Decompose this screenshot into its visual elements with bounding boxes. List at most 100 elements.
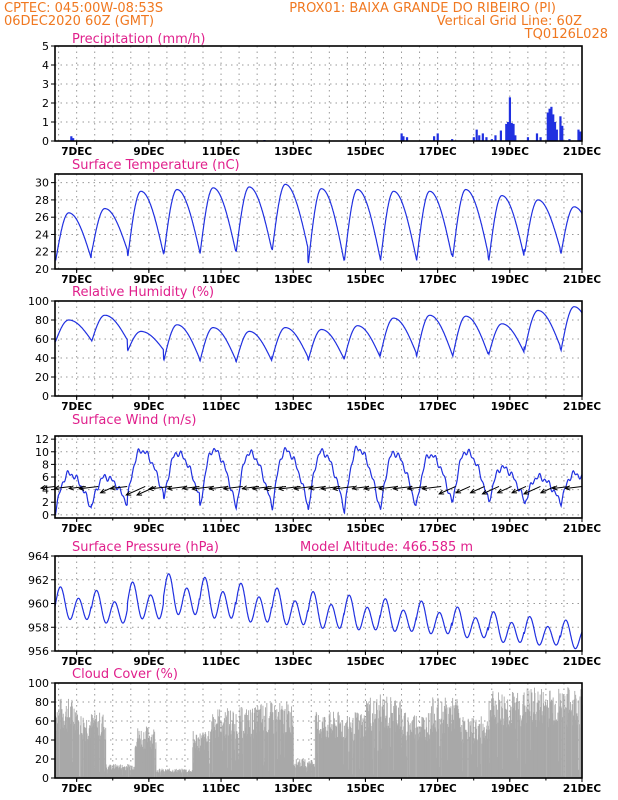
wind-arrow [309,485,326,489]
precip-bar [548,108,551,141]
y-tick-label: 960 [28,598,49,611]
x-tick-label: 11DEC [202,146,241,158]
cloud-bar [141,746,143,778]
y-tick-label: 100 [28,677,49,690]
panel-frame [54,300,583,397]
cloud-bar [234,724,236,778]
panel-title: Cloud Cover (%) [72,667,178,682]
x-tick-label: 11DEC [202,401,241,413]
cloud-bar [127,764,129,778]
x-tick-label: 9DEC [133,783,164,795]
precip-bar [512,123,515,141]
precip-bar [555,129,558,141]
cloud-bar [467,718,469,778]
precip-bar [577,129,580,141]
y-tick-label: 0 [42,509,49,522]
header-line1-right: PROX01: BAIXA GRANDE DO RIBEIRO (PI) [289,1,556,16]
cloud-bar [208,731,210,778]
y-tick-label: 3 [42,78,49,91]
x-tick-label: 13DEC [274,523,313,535]
wind-arrow-head [539,488,546,494]
cloud-bar [524,705,526,778]
wind-arrow [378,485,398,490]
y-tick-label: 100 [28,295,49,308]
wind-arrow [136,486,157,496]
cloud-bar [153,729,155,778]
cloud-bar [342,720,344,778]
cloud-bar [511,722,513,778]
cloud-bar [237,738,239,778]
wind-arrow-head [455,488,462,494]
wind-arrow-head [251,485,258,491]
wind-arrow [511,486,527,494]
x-tick-label: 19DEC [491,401,530,413]
cloud-bar [71,706,73,778]
cloud-bar [376,709,378,778]
x-tick-label: 13DEC [274,656,313,668]
panel-title: Precipitation (mm/h) [72,32,205,47]
cloud-bar [221,722,223,778]
wind-arrow [294,485,314,490]
y-tick-label: 962 [28,574,49,587]
cloud-bar [211,721,213,778]
x-tick-label: 19DEC [491,146,530,158]
wind-arrow-head [109,485,116,491]
panel-frame [54,435,583,519]
cloud-bar [80,716,82,778]
precip-bar [472,137,475,141]
cloud-bar [372,722,374,778]
x-tick-label: 7DEC [61,656,92,668]
y-tick-label: 0 [42,390,49,403]
wind-arrow [79,485,99,490]
cloud-bar [230,734,232,778]
cloud-bar [180,769,182,778]
y-tick-label: 20 [35,263,49,276]
precip-bar [505,123,508,141]
cloud-bar [519,715,521,778]
cloud-bar [516,698,518,778]
panel-title: Surface Wind (m/s) [72,413,196,428]
cloud-bar [489,729,490,778]
x-tick-label: 17DEC [419,523,458,535]
wind-arrow-head [191,485,198,492]
cloud-bar [276,709,278,778]
wind-arrow [110,485,128,489]
cloud-bar [466,739,468,778]
y-tick-label: 6 [42,471,49,484]
wind-arrow [523,486,541,495]
y-tick-label: 4 [42,59,49,72]
x-tick-label: 11DEC [202,523,241,535]
panel-1: Precipitation (mm/h) 0 1 2 3 4 5 7DEC 9DEC 11DEC 1… [42,32,601,158]
cloud-bar [414,734,416,778]
precip-bar [451,139,454,141]
cloud-bar [392,720,394,778]
cloud-bar [154,731,156,778]
x-tick-label: 11DEC [202,656,241,668]
y-tick-label: 0 [42,772,49,785]
x-tick-label: 17DEC [419,146,458,158]
precip-bar [436,133,439,141]
cloud-bar [440,718,442,778]
cloud-bar [78,734,80,778]
x-tick-label: 21DEC [563,656,602,668]
cloud-bar [292,727,294,778]
x-tick-label: 19DEC [491,274,530,286]
cloud-bar [242,730,244,778]
cloud-bar [415,715,417,778]
panel-3: Relative Humidity (%) 0 20 40 60 80 100 7DEC 9DE… [28,285,601,413]
wind-arrow [54,485,72,489]
y-tick-label: 60 [35,333,49,346]
x-tick-label: 11DEC [202,274,241,286]
series-line [54,573,583,650]
wind-arrow-head [551,485,558,491]
cloud-bar [226,708,228,778]
cloud-bar [186,772,188,778]
cloud-bar [435,731,437,778]
wind-arrow-head [241,485,248,491]
cloud-bar [103,729,105,778]
cloud-bar [562,717,564,778]
wind-arrow-head [277,485,284,492]
wind-arrow-head [222,485,229,491]
wind-arrow-head [377,485,384,491]
x-tick-label: 13DEC [274,274,313,286]
